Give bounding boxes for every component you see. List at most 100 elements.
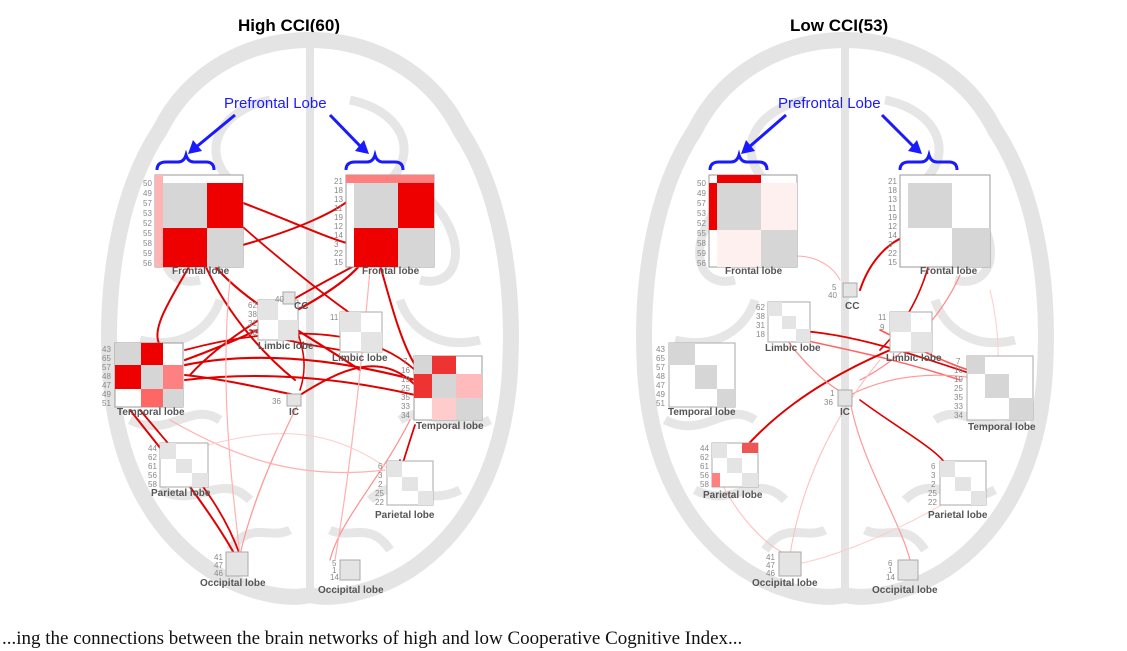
region-label: Temporal lobe xyxy=(668,407,736,418)
svg-text:48: 48 xyxy=(656,372,665,381)
svg-text:11: 11 xyxy=(888,204,897,213)
svg-text:18: 18 xyxy=(248,328,257,337)
svg-text:46: 46 xyxy=(214,569,223,578)
svg-text:7: 7 xyxy=(403,357,408,366)
svg-text:56: 56 xyxy=(697,259,706,268)
svg-text:15: 15 xyxy=(334,258,343,267)
matrix-parietal-right-b: 63 225 22 Parietal lobe xyxy=(928,460,988,521)
svg-text:56: 56 xyxy=(143,259,152,268)
svg-text:21: 21 xyxy=(888,177,897,186)
svg-text:58: 58 xyxy=(143,239,152,248)
svg-text:34: 34 xyxy=(401,411,410,420)
svg-text:25: 25 xyxy=(401,384,410,393)
panel-title-low-cci: Low CCI(53) xyxy=(790,16,889,35)
svg-text:58: 58 xyxy=(697,239,706,248)
svg-text:62: 62 xyxy=(756,303,765,312)
region-label: Parietal lobe xyxy=(375,510,435,521)
svg-text:53: 53 xyxy=(697,209,706,218)
region-label: IC xyxy=(840,407,850,418)
svg-text:49: 49 xyxy=(656,390,665,399)
prefrontal-lobe-label: Prefrontal Lobe xyxy=(224,95,327,112)
svg-text:57: 57 xyxy=(697,199,706,208)
region-label: Parietal lobe xyxy=(151,488,211,499)
svg-text:1: 1 xyxy=(830,389,835,398)
svg-text:44: 44 xyxy=(148,444,157,453)
matrix-cc-right: 540 CC xyxy=(828,282,859,312)
svg-text:41: 41 xyxy=(766,553,775,562)
region-label: Frontal lobe xyxy=(725,266,783,277)
region-label: Parietal lobe xyxy=(928,510,988,521)
panel-title-high-cci: High CCI(60) xyxy=(238,16,340,35)
svg-text:22: 22 xyxy=(888,249,897,258)
svg-text:61: 61 xyxy=(700,462,709,471)
svg-text:3: 3 xyxy=(378,471,383,480)
svg-text:50: 50 xyxy=(143,179,152,188)
svg-text:51: 51 xyxy=(102,399,111,408)
svg-text:18: 18 xyxy=(888,186,897,195)
svg-text:55: 55 xyxy=(143,229,152,238)
svg-text:59: 59 xyxy=(697,249,706,258)
svg-text:58: 58 xyxy=(148,480,157,489)
svg-text:43: 43 xyxy=(102,345,111,354)
region-label: Limbic lobe xyxy=(258,341,314,352)
svg-text:36: 36 xyxy=(272,397,281,406)
svg-text:31: 31 xyxy=(248,319,257,328)
svg-text:19: 19 xyxy=(888,213,897,222)
region-label: Temporal lobe xyxy=(117,407,185,418)
svg-text:56: 56 xyxy=(700,471,709,480)
svg-text:22: 22 xyxy=(928,498,937,507)
svg-text:46: 46 xyxy=(766,569,775,578)
svg-text:41: 41 xyxy=(214,553,223,562)
region-label: IC xyxy=(289,407,299,418)
svg-text:44: 44 xyxy=(700,444,709,453)
svg-text:47: 47 xyxy=(656,381,665,390)
svg-text:16: 16 xyxy=(401,366,410,375)
svg-text:33: 33 xyxy=(401,402,410,411)
matrix-limbic-right-b: 119 Limbic lobe xyxy=(878,311,942,364)
svg-text:50: 50 xyxy=(697,179,706,188)
svg-text:15: 15 xyxy=(888,258,897,267)
region-label: Temporal lobe xyxy=(968,422,1036,433)
svg-text:12: 12 xyxy=(888,222,897,231)
svg-text:1: 1 xyxy=(888,566,893,575)
svg-text:12: 12 xyxy=(334,222,343,231)
svg-text:25: 25 xyxy=(928,489,937,498)
svg-text:47: 47 xyxy=(766,561,775,570)
svg-text:53: 53 xyxy=(143,209,152,218)
region-label: Limbic lobe xyxy=(886,353,942,364)
region-label: Occipital lobe xyxy=(872,585,938,596)
svg-text:2: 2 xyxy=(931,480,936,489)
svg-text:3: 3 xyxy=(931,471,936,480)
svg-text:1: 1 xyxy=(332,566,337,575)
svg-text:3: 3 xyxy=(888,240,893,249)
svg-text:40: 40 xyxy=(275,295,284,304)
svg-text:43: 43 xyxy=(656,345,665,354)
svg-text:36: 36 xyxy=(824,398,833,407)
svg-text:18: 18 xyxy=(756,330,765,339)
svg-text:3: 3 xyxy=(334,240,339,249)
svg-text:22: 22 xyxy=(334,249,343,258)
svg-text:48: 48 xyxy=(102,372,111,381)
figure-caption: ...ing the connections between the brain… xyxy=(2,628,743,649)
svg-text:31: 31 xyxy=(756,321,765,330)
region-label: Limbic lobe xyxy=(765,343,821,354)
svg-text:19: 19 xyxy=(334,213,343,222)
region-label: Occipital lobe xyxy=(200,578,266,589)
svg-text:57: 57 xyxy=(656,363,665,372)
region-label: Frontal lobe xyxy=(920,266,978,277)
svg-text:19: 19 xyxy=(401,375,410,384)
svg-text:6: 6 xyxy=(888,559,893,568)
svg-text:58: 58 xyxy=(700,480,709,489)
svg-text:47: 47 xyxy=(102,381,111,390)
prefrontal-lobe-label: Prefrontal Lobe xyxy=(778,95,881,112)
region-label: Frontal lobe xyxy=(172,266,230,277)
svg-text:2: 2 xyxy=(378,480,383,489)
svg-text:61: 61 xyxy=(148,462,157,471)
